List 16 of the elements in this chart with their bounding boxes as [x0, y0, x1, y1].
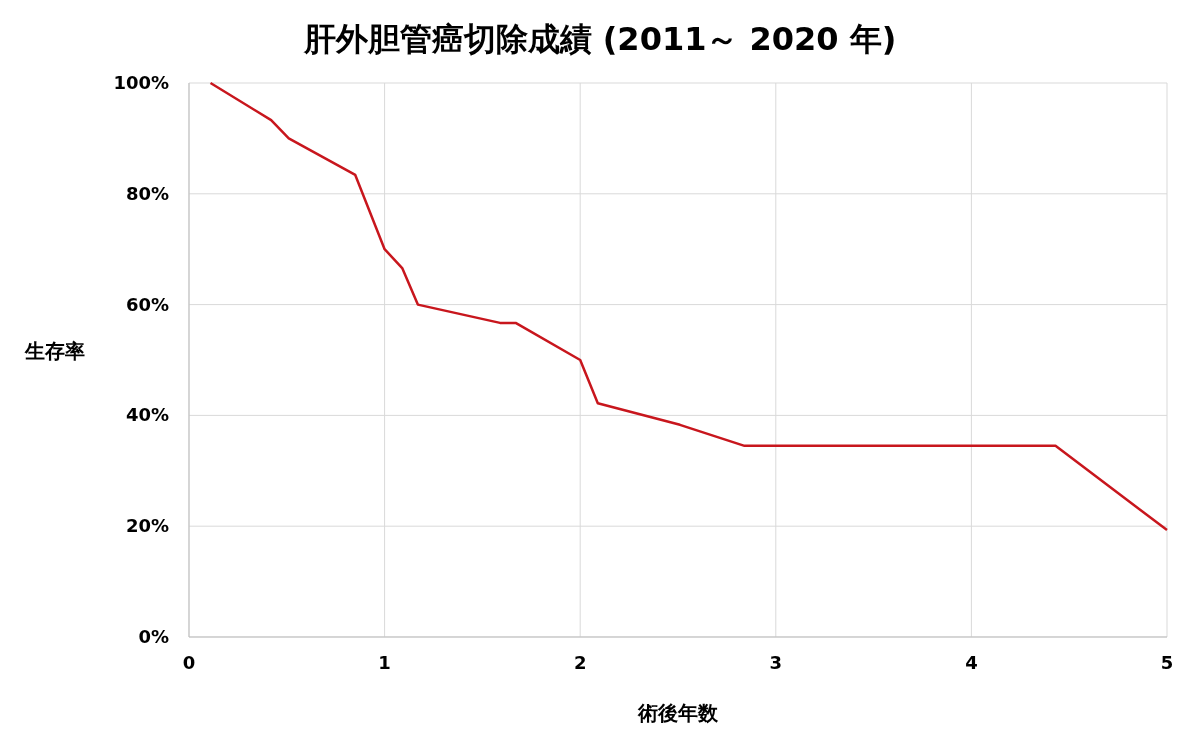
- x-tick-label: 4: [965, 652, 978, 673]
- y-tick-label: 20%: [125, 515, 169, 537]
- x-tick-label: 1: [378, 652, 391, 673]
- y-axis-title: 生存率: [24, 339, 85, 363]
- y-tick-label: 60%: [125, 293, 169, 315]
- y-tick-label: 40%: [125, 404, 169, 426]
- x-tick-label: 2: [573, 652, 587, 673]
- line-series: [209, 81, 1169, 532]
- y-tick-label: 80%: [125, 182, 169, 204]
- x-tick-label: 5: [1160, 652, 1174, 673]
- x-axis-title: 術後年数: [637, 701, 719, 725]
- x-tick-label: 3: [769, 652, 783, 673]
- y-tick-label: 0%: [138, 626, 169, 647]
- x-tick-label: 0: [182, 652, 196, 673]
- chart-title: 肝外胆管癌切除成績 (2011～ 2020 年): [302, 20, 897, 58]
- y-tick-label: 100%: [113, 72, 169, 93]
